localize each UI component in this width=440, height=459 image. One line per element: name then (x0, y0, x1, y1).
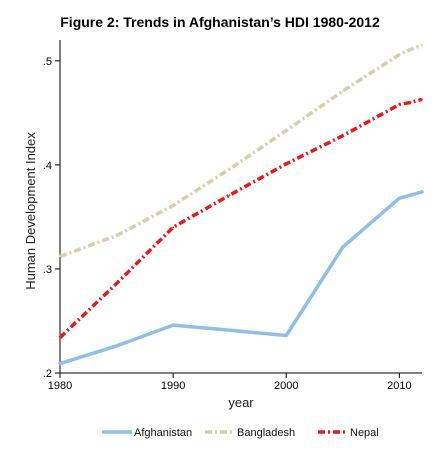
data-point-afghanistan (172, 324, 174, 326)
data-point-afghanistan (398, 197, 401, 199)
data-point-bangladesh (342, 90, 344, 92)
y-tick-label: .4 (43, 160, 52, 172)
x-tick-label: 1990 (161, 380, 185, 392)
data-point-bangladesh (285, 129, 288, 132)
legend: Afghanistan Bangladesh Nepal (102, 427, 379, 439)
y-tick-label: .3 (43, 264, 52, 276)
data-point-nepal (398, 103, 401, 106)
data-point-nepal (342, 134, 344, 137)
x-tick-label: 1980 (48, 380, 72, 392)
legend-label-afghanistan: Afghanistan (134, 427, 192, 439)
data-point-afghanistan (285, 334, 288, 337)
data-point-afghanistan (421, 191, 423, 193)
data-point-nepal (172, 226, 174, 229)
axis-layer: 1980 1990 2000 2010 .2 .3 .4 .5 (43, 56, 412, 392)
legend-label-bangladesh: Bangladesh (237, 427, 295, 439)
data-point-bangladesh (172, 204, 174, 207)
x-tick-label: 2000 (274, 380, 298, 392)
data-point-afghanistan (59, 362, 61, 365)
data-point-nepal (59, 336, 61, 339)
series-line-afghanistan (58, 190, 424, 366)
data-point-afghanistan (409, 194, 412, 196)
data-point-afghanistan (115, 345, 118, 347)
data-point-bangladesh (59, 255, 61, 258)
data-point-nepal (421, 98, 423, 101)
series-line-nepal (58, 97, 423, 339)
data-point-bangladesh (421, 44, 423, 47)
data-point-nepal (285, 163, 288, 165)
data-point-afghanistan (228, 329, 231, 332)
data-point-bangladesh (115, 234, 118, 237)
data-point-afghanistan (342, 246, 344, 248)
x-tick-label: 2010 (387, 380, 411, 392)
y-tick-label: .2 (43, 368, 52, 380)
data-point-bangladesh (409, 48, 412, 51)
x-axis-title: year (228, 395, 254, 410)
data-point-nepal (228, 194, 231, 196)
data-point-nepal (409, 101, 412, 104)
chart-title: Figure 2: Trends in Afghanistan’s HDI 19… (60, 14, 380, 30)
y-axis-title: Human Development Index (23, 132, 38, 290)
series-layer (58, 43, 424, 366)
data-point-bangladesh (228, 168, 231, 170)
data-point-nepal (115, 282, 118, 285)
legend-label-nepal: Nepal (350, 427, 379, 439)
plot-frame (59, 40, 422, 374)
y-tick-label: .5 (43, 56, 52, 68)
data-point-bangladesh (398, 53, 401, 56)
